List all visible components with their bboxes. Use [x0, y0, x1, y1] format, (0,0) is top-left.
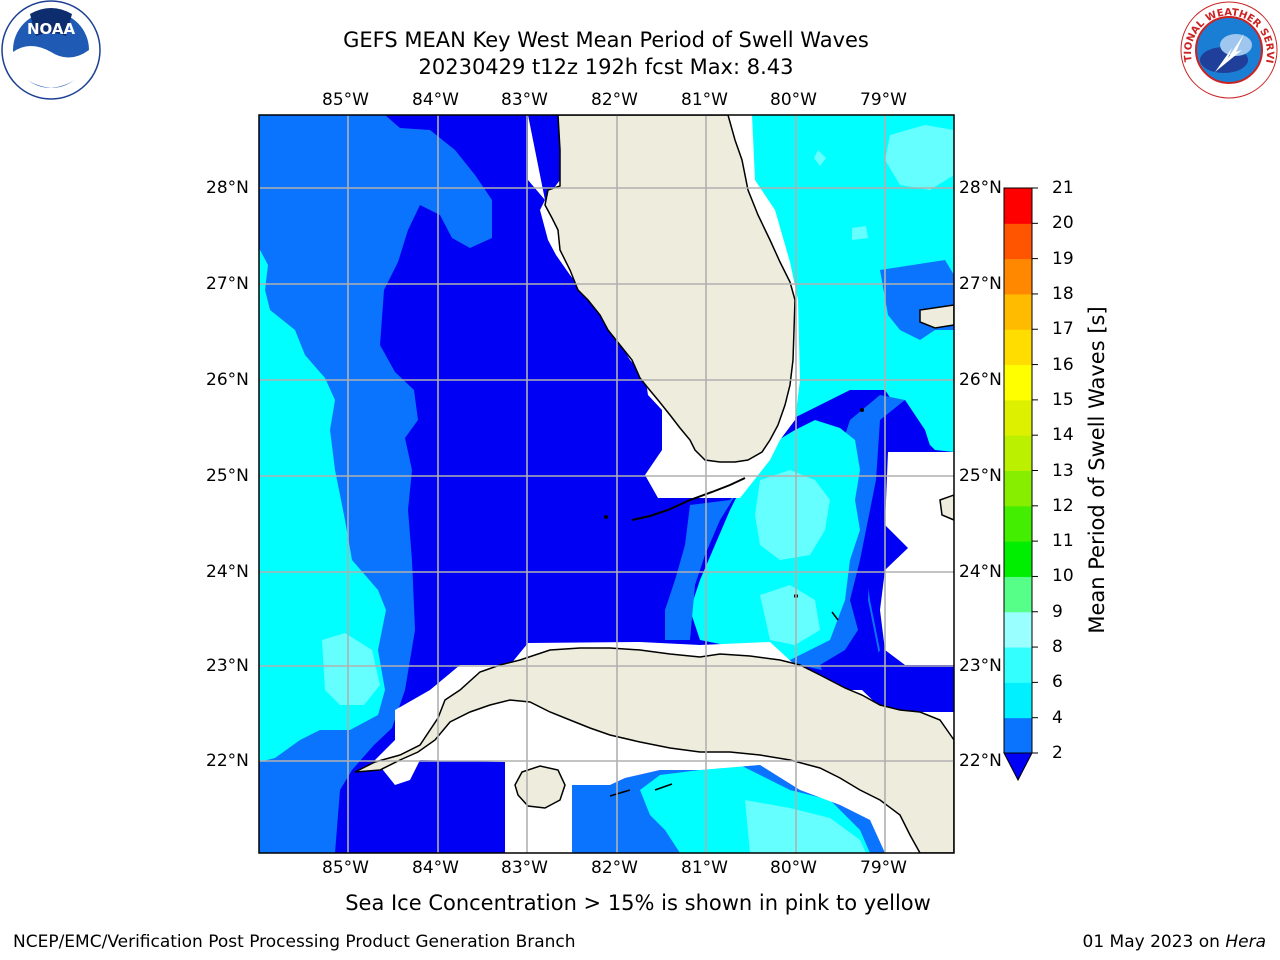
bahamas-land-1: [919, 304, 954, 329]
colorbar-tick-label: 2: [1052, 743, 1063, 763]
lon-label-top-79w: 79°W: [860, 90, 907, 110]
nws-logo-text: NATIONAL WEATHER SERVICE: [0, 0, 1275, 64]
map-frame: [258, 114, 955, 854]
lon-label-top-80w: 80°W: [770, 90, 817, 110]
colorbar-tick-label: 15: [1052, 389, 1074, 410]
lon-label-top-82w: 82°W: [591, 90, 638, 110]
footer-host: Hera: [1225, 932, 1266, 952]
colorbar: [1003, 187, 1038, 782]
lat-label-left-26n: 26°N: [206, 370, 249, 390]
colorbar-bin: [1004, 611, 1032, 648]
lat-label-left-25n: 25°N: [206, 466, 249, 486]
lon-label-bottom-82w: 82°W: [591, 858, 638, 878]
lat-label-right-22n: 22°N: [959, 751, 1002, 771]
lat-label-right-25n: 25°N: [959, 466, 1002, 486]
ocean-8-9s-straits: [755, 470, 830, 560]
colorbar-tick-label: 6: [1052, 672, 1063, 693]
colorbar-bin: [1004, 223, 1032, 260]
colorbar-tick-label: 9: [1052, 601, 1063, 622]
lon-label-bottom-81w: 81°W: [681, 858, 728, 878]
colorbar-bin: [1004, 329, 1032, 366]
colorbar-bin: [1004, 293, 1032, 330]
colorbar-bin: [1004, 682, 1032, 719]
lat-label-left-28n: 28°N: [206, 178, 249, 198]
colorbar-tick-label: 11: [1052, 531, 1074, 552]
ocean-8-9s-straits-2: [760, 585, 820, 645]
colorbar-bin: [1004, 188, 1032, 224]
lon-label-bottom-85w: 85°W: [322, 858, 369, 878]
lon-label-top-83w: 83°W: [501, 90, 548, 110]
colorbar-extend-arrow: [1003, 752, 1033, 782]
lat-label-left-24n: 24°N: [206, 562, 249, 582]
lat-label-right-23n: 23°N: [959, 656, 1002, 676]
florida-keys: [631, 477, 746, 521]
ocean-8-9s-west: [322, 633, 380, 705]
svg-text:NATIONAL WEATHER SERVICE: NATIONAL WEATHER SERVICE: [0, 0, 1275, 64]
lon-label-bottom-83w: 83°W: [501, 858, 548, 878]
colorbar-bin: [1004, 399, 1032, 436]
lat-label-right-28n: 28°N: [959, 178, 1002, 198]
lat-label-left-22n: 22°N: [206, 751, 249, 771]
lat-label-right-24n: 24°N: [959, 562, 1002, 582]
lon-label-top-81w: 81°W: [681, 90, 728, 110]
lat-label-left-27n: 27°N: [206, 274, 249, 294]
colorbar-bin: [1004, 541, 1032, 577]
no-data-bahamas-east: [880, 452, 954, 665]
cuba-land: [354, 647, 954, 853]
lon-label-bottom-80w: 80°W: [770, 858, 817, 878]
footer-credit: NCEP/EMC/Verification Post Processing Pr…: [13, 932, 576, 952]
ocean-2-4s-bahamas: [820, 400, 954, 740]
ocean-8-9s-east-2: [814, 150, 826, 166]
ocean-6-8s-west: [259, 248, 386, 762]
ocean-8-9s-south: [745, 800, 866, 853]
map-area: [259, 115, 954, 853]
colorbar-bin: [1004, 717, 1032, 754]
lat-label-right-27n: 27°N: [959, 274, 1002, 294]
lon-label-bottom-79w: 79°W: [860, 858, 907, 878]
colorbar-bin: [1004, 505, 1032, 542]
colorbar-bin: [1004, 470, 1032, 507]
colorbar-bin: [1004, 576, 1032, 613]
footer-date-text: 01 May 2023 on: [1082, 932, 1226, 952]
sea-ice-note: Sea Ice Concentration > 15% is shown in …: [345, 891, 931, 915]
colorbar-bin: [1004, 647, 1032, 683]
colorbar-bin: [1004, 258, 1032, 295]
colorbar-label: Mean Period of Swell Waves [s]: [1085, 306, 1109, 634]
colorbar-tick-label: 20: [1052, 213, 1074, 234]
lon-label-top-84w: 84°W: [412, 90, 459, 110]
colorbar-tick-label: 16: [1052, 354, 1074, 375]
colorbar-tick-label: 18: [1052, 283, 1074, 304]
chart-subtitle: 20230429 t12z 192h fcst Max: 8.43: [418, 55, 794, 79]
lon-label-top-85w: 85°W: [322, 90, 369, 110]
ocean-8-9s-east-1: [885, 125, 954, 190]
ocean-8-9s-east-3: [852, 226, 868, 240]
colorbar-tick-label: 8: [1052, 637, 1063, 658]
lat-label-left-23n: 23°N: [206, 656, 249, 676]
colorbar-tick-label: 4: [1052, 707, 1063, 728]
ocean-4-6s-straits: [665, 480, 745, 640]
colorbar-bin: [1004, 364, 1032, 401]
graticule: [259, 115, 954, 853]
nws-logo: NATIONAL WEATHER SERVICE: [0, 0, 1278, 99]
colorbar-bin: [1004, 435, 1032, 471]
colorbar-tick-label: 10: [1052, 566, 1074, 587]
colorbar-tick-label: 12: [1052, 495, 1074, 516]
lon-label-bottom-84w: 84°W: [412, 858, 459, 878]
ocean-6-8s-west-2: [259, 762, 275, 800]
lat-label-right-26n: 26°N: [959, 370, 1002, 390]
colorbar-tick-label: 21: [1052, 178, 1074, 198]
florida-land: [544, 115, 796, 463]
colorbar-tick-label: 19: [1052, 248, 1074, 269]
bahamas-land-2: [939, 494, 954, 521]
colorbar-tick-label: 17: [1052, 319, 1074, 340]
colorbar-tick-label: 13: [1052, 460, 1074, 481]
noaa-logo: NOAA: [1, 0, 101, 100]
colorbar-tick-label: 14: [1052, 425, 1074, 446]
chart-title: GEFS MEAN Key West Mean Period of Swell …: [343, 28, 869, 52]
noaa-logo-text: NOAA: [27, 20, 76, 38]
footer-date: 01 May 2023 on Hera: [1083, 932, 1267, 952]
